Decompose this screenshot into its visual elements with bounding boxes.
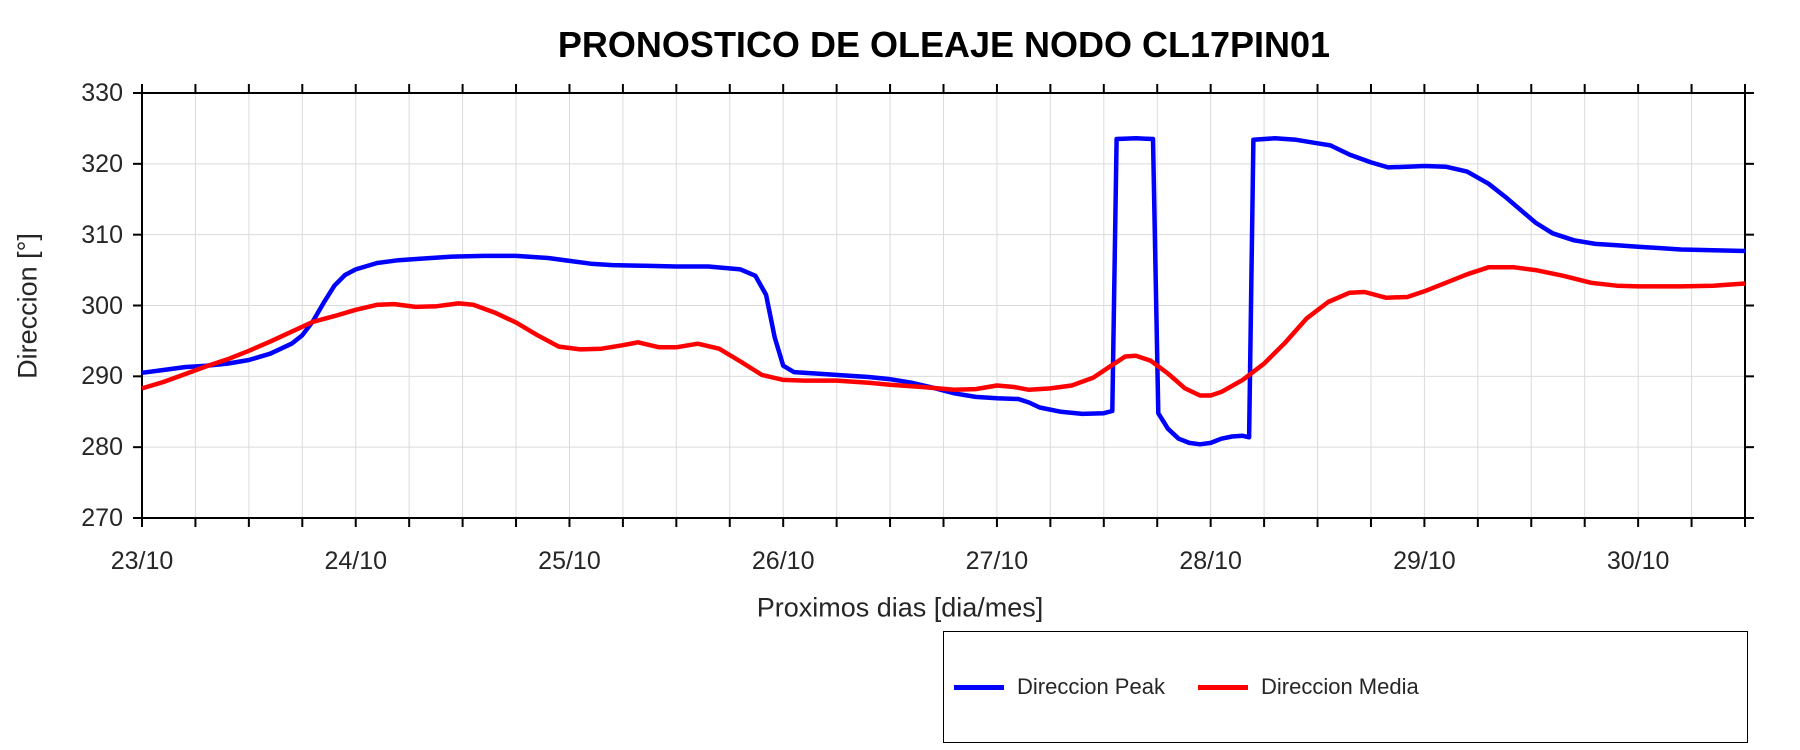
y-tick-label: 300: [81, 291, 123, 320]
legend: Direccion Peak Direccion Media: [943, 631, 1748, 743]
y-tick-label: 290: [81, 362, 123, 391]
legend-label-direccion-media: Direccion Media: [1261, 674, 1419, 699]
x-tick-label: 30/10: [1606, 547, 1670, 575]
chart-title: PRONOSTICO DE OLEAJE NODO CL17PIN01: [557, 24, 1331, 65]
legend-label-direccion-peak: Direccion Peak: [1017, 674, 1165, 699]
x-tick-label: 23/10: [110, 547, 174, 575]
legend-entry-direccion-peak: Direccion Peak: [954, 632, 1165, 742]
y-tick-label: 310: [81, 220, 123, 249]
x-tick-label: 25/10: [538, 547, 601, 575]
legend-line-sample-media-icon: [1198, 684, 1248, 690]
series-line-direccion-media: [141, 265, 1746, 398]
y-tick-label: 280: [81, 433, 123, 462]
y-tick-label: 330: [81, 79, 123, 107]
x-tick-label: 27/10: [965, 547, 1029, 575]
x-tick-label: 28/10: [1179, 547, 1242, 575]
legend-entry-direccion-media: Direccion Media: [1198, 632, 1419, 742]
series-line-direccion-peak: [141, 136, 1746, 447]
legend-line-sample-peak-icon: [954, 684, 1004, 690]
x-tick-label: 24/10: [324, 547, 387, 575]
y-tick-label: 270: [81, 504, 123, 532]
x-axis-label: Proximos dias [dia/mes]: [756, 592, 1044, 623]
x-tick-label: 29/10: [1393, 547, 1456, 575]
y-tick-label: 320: [81, 149, 123, 178]
x-tick-label: 26/10: [751, 547, 815, 575]
